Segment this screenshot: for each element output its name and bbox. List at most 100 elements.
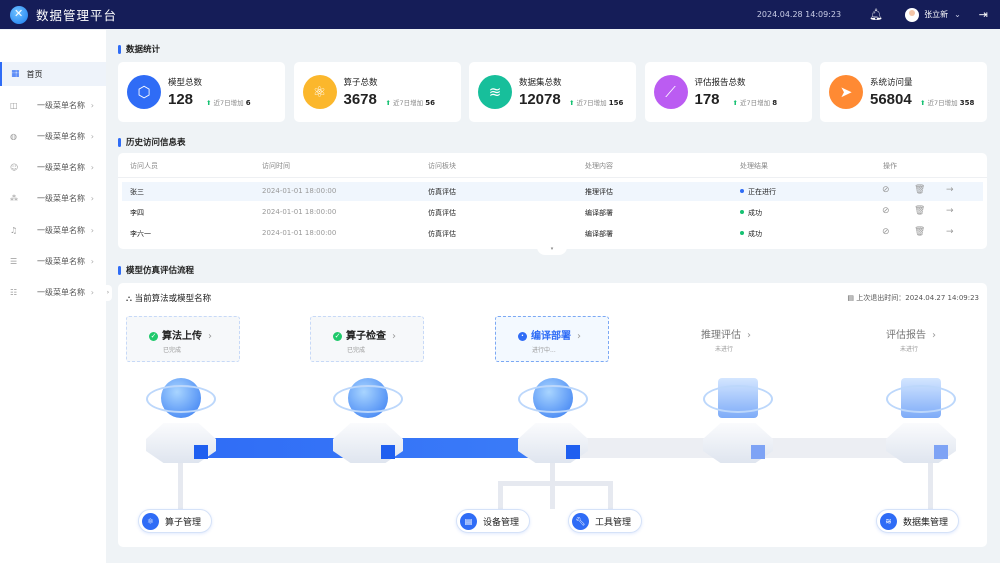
disable-icon[interactable]: ⊘ xyxy=(882,206,890,216)
music-icon: ♫ xyxy=(10,225,18,235)
status-dot xyxy=(740,231,744,235)
device-icon: ▤ xyxy=(460,512,477,530)
column-header: 访问人员 xyxy=(130,162,158,170)
sidebar-item-menu-3[interactable]: ☺ 一级菜单名称 › xyxy=(10,163,94,173)
model-tree-icon: ⛬ xyxy=(126,294,135,304)
column-header: 操作 xyxy=(883,162,897,170)
operator-icon: ⚛ xyxy=(302,75,337,109)
module-button[interactable]: ≋ 数据集管理 xyxy=(876,509,960,533)
sidebar-item-menu-1[interactable]: ◫ 一级菜单名称 › xyxy=(10,100,94,110)
module-button[interactable]: 🔧︎ 工具管理 xyxy=(568,509,643,533)
history-table: 访问人员 访问时间 访问板块 处理内容 处理结果 操作 张三 2024-01-01 18:0… xyxy=(118,153,987,249)
layers-icon: ≋ xyxy=(478,75,512,109)
arrow-up-icon: ⬆ xyxy=(385,99,391,107)
step-illustration xyxy=(333,378,403,463)
section-title-stats: 数据统计 xyxy=(118,43,160,55)
sidebar-item-menu-4[interactable]: ⁂ 一级菜单名称 › xyxy=(10,194,94,204)
chart-icon: ⟋ xyxy=(653,75,688,109)
arrow-up-icon: ⬆ xyxy=(206,99,212,107)
section-title-flow: 模型仿真评估流程 xyxy=(118,264,194,276)
arrow-up-icon: ⬆ xyxy=(732,99,738,107)
module-button[interactable]: ⚛ 算子管理 xyxy=(138,509,213,533)
bell-icon[interactable]: 🔔︎ xyxy=(869,8,884,21)
chevron-right-icon: › xyxy=(90,194,94,204)
arrow-right-icon[interactable]: → xyxy=(946,185,954,195)
column-header: 处理结果 xyxy=(740,162,768,170)
top-header: 数据管理平台 2024.04.28 14:09:23 🔔︎ 张立新 ⌄ ⇥ xyxy=(0,0,1000,29)
section-title-history: 历史访问信息表 xyxy=(118,136,186,148)
step-illustration xyxy=(518,378,588,463)
globe-icon: ◍ xyxy=(10,131,17,141)
status-dot xyxy=(740,210,744,214)
stat-card: ≋ 数据集总数 12078 ⬆ 近7日增加 156 xyxy=(469,62,636,122)
chevron-down-icon[interactable]: ⌄ xyxy=(954,10,961,19)
disable-icon[interactable]: ⊘ xyxy=(882,185,890,195)
avatar[interactable] xyxy=(905,7,920,22)
step-illustration xyxy=(703,378,773,463)
nodes-icon: ⁂ xyxy=(10,194,18,204)
chevron-right-icon: › xyxy=(747,330,751,341)
stat-card: ⬡ 模型总数 128 ⬆ 近7日增加 6 xyxy=(118,62,285,122)
sidebar-item-home[interactable]: ▦ 首页 xyxy=(0,62,106,86)
in-progress-icon: · xyxy=(518,332,527,341)
arrow-right-icon[interactable]: → xyxy=(946,227,954,237)
check-circle-icon: ✓ xyxy=(149,332,158,341)
step-illustration xyxy=(146,378,216,463)
flow-panel: ⛬ 当前算法或模型名称 ▤ 上次退出时间：2024.04.27 14:09:23… xyxy=(118,283,987,547)
disable-icon[interactable]: ⊘ xyxy=(882,227,890,237)
sidebar-item-menu-2[interactable]: ◍ 一级菜单名称 › xyxy=(10,131,94,141)
send-icon: ➤ xyxy=(829,75,863,109)
trash-icon[interactable]: 🗑︎ xyxy=(914,227,926,237)
check-circle-icon: ✓ xyxy=(333,332,342,341)
chevron-right-icon: › xyxy=(90,288,94,298)
flow-step[interactable]: ✓ 算子检查 › 已完成 xyxy=(310,316,424,362)
calendar-icon: ▤ xyxy=(847,294,857,302)
step-illustration xyxy=(886,378,956,463)
sidebar: ▦ 首页 ◫ 一级菜单名称 › ◍ 一级菜单名称 › ☺ 一级菜单名称 › ⁂ 一级菜单名称 › ♫ 一级菜… xyxy=(0,30,106,563)
module-button[interactable]: ▤ 设备管理 xyxy=(456,509,531,533)
flow-step[interactable]: · 编译部署 › 进行中... xyxy=(495,316,609,362)
trash-icon[interactable]: 🗑︎ xyxy=(914,185,926,195)
sliders-icon: ☷ xyxy=(10,288,18,298)
table-row[interactable]: 张三 2024-01-01 18:00:00 仿真评估 推理评估 正在进行 ⊘ 🗑︎ → xyxy=(122,182,983,201)
column-header: 处理内容 xyxy=(585,162,613,170)
table-row[interactable]: 李六一 2024-01-01 18:00:00 仿真评估 编译部署 成功 ⊘ 🗑︎ → xyxy=(130,227,954,238)
flow-step[interactable]: ✓ 算法上传 › 已完成 xyxy=(126,316,240,362)
chevron-right-icon: › xyxy=(90,131,94,141)
app-title: 数据管理平台 xyxy=(36,8,118,23)
flow-step[interactable]: 推理评估 › 未进行 xyxy=(701,330,751,353)
sidebar-item-menu-7[interactable]: ☷ 一级菜单名称 › xyxy=(10,288,94,298)
stat-card: ⟋ 评估报告总数 178 ⬆ 近7日增加 8 xyxy=(644,62,812,122)
app-logo xyxy=(10,5,28,24)
chevron-right-icon: › xyxy=(392,331,396,342)
sidebar-collapse-button[interactable]: › xyxy=(104,285,112,301)
trash-icon[interactable]: 🗑︎ xyxy=(914,206,926,216)
chevron-right-icon: › xyxy=(90,100,94,110)
smile-icon: ☺ xyxy=(10,163,19,173)
operator-icon: ⚛ xyxy=(142,512,159,530)
column-header: 访问板块 xyxy=(428,162,456,170)
status-dot xyxy=(740,189,744,193)
stat-card: ➤ 系统访问量 56804 ⬆ 近7日增加 358 xyxy=(820,62,987,122)
stat-card: ⚛ 算子总数 3678 ⬆ 近7日增加 56 xyxy=(293,62,461,122)
sidebar-item-menu-5[interactable]: ♫ 一级菜单名称 › xyxy=(10,225,94,235)
user-name[interactable]: 张立新 xyxy=(924,10,949,19)
chevron-right-icon: › xyxy=(90,257,94,266)
column-header: 访问时间 xyxy=(262,162,290,170)
current-datetime: 2024.04.28 14:09:23 xyxy=(756,10,842,19)
logout-icon[interactable]: ⇥ xyxy=(978,8,988,21)
last-exit-time: ▤ 上次退出时间：2024.04.27 14:09:23 xyxy=(847,294,979,302)
arrow-up-icon: ⬆ xyxy=(569,99,575,107)
arrow-right-icon[interactable]: → xyxy=(946,206,954,216)
chevron-right-icon: › xyxy=(577,331,581,342)
chevron-right-icon: › xyxy=(90,163,94,173)
flow-step[interactable]: 评估报告 › 未进行 xyxy=(886,330,936,353)
sidebar-item-menu-6[interactable]: ☰ 一级菜单名称 › xyxy=(10,257,94,266)
cube-icon: ⬡ xyxy=(127,75,161,109)
layers-icon: ≋ xyxy=(880,512,897,530)
table-row[interactable]: 李四 2024-01-01 18:00:00 仿真评估 编译部署 成功 ⊘ 🗑︎ → xyxy=(130,206,954,217)
expand-table-button[interactable]: ▾ xyxy=(537,246,567,255)
wrench-icon: 🔧︎ xyxy=(572,512,589,530)
chevron-right-icon: › xyxy=(90,225,94,235)
layout-icon: ◫ xyxy=(10,100,18,110)
